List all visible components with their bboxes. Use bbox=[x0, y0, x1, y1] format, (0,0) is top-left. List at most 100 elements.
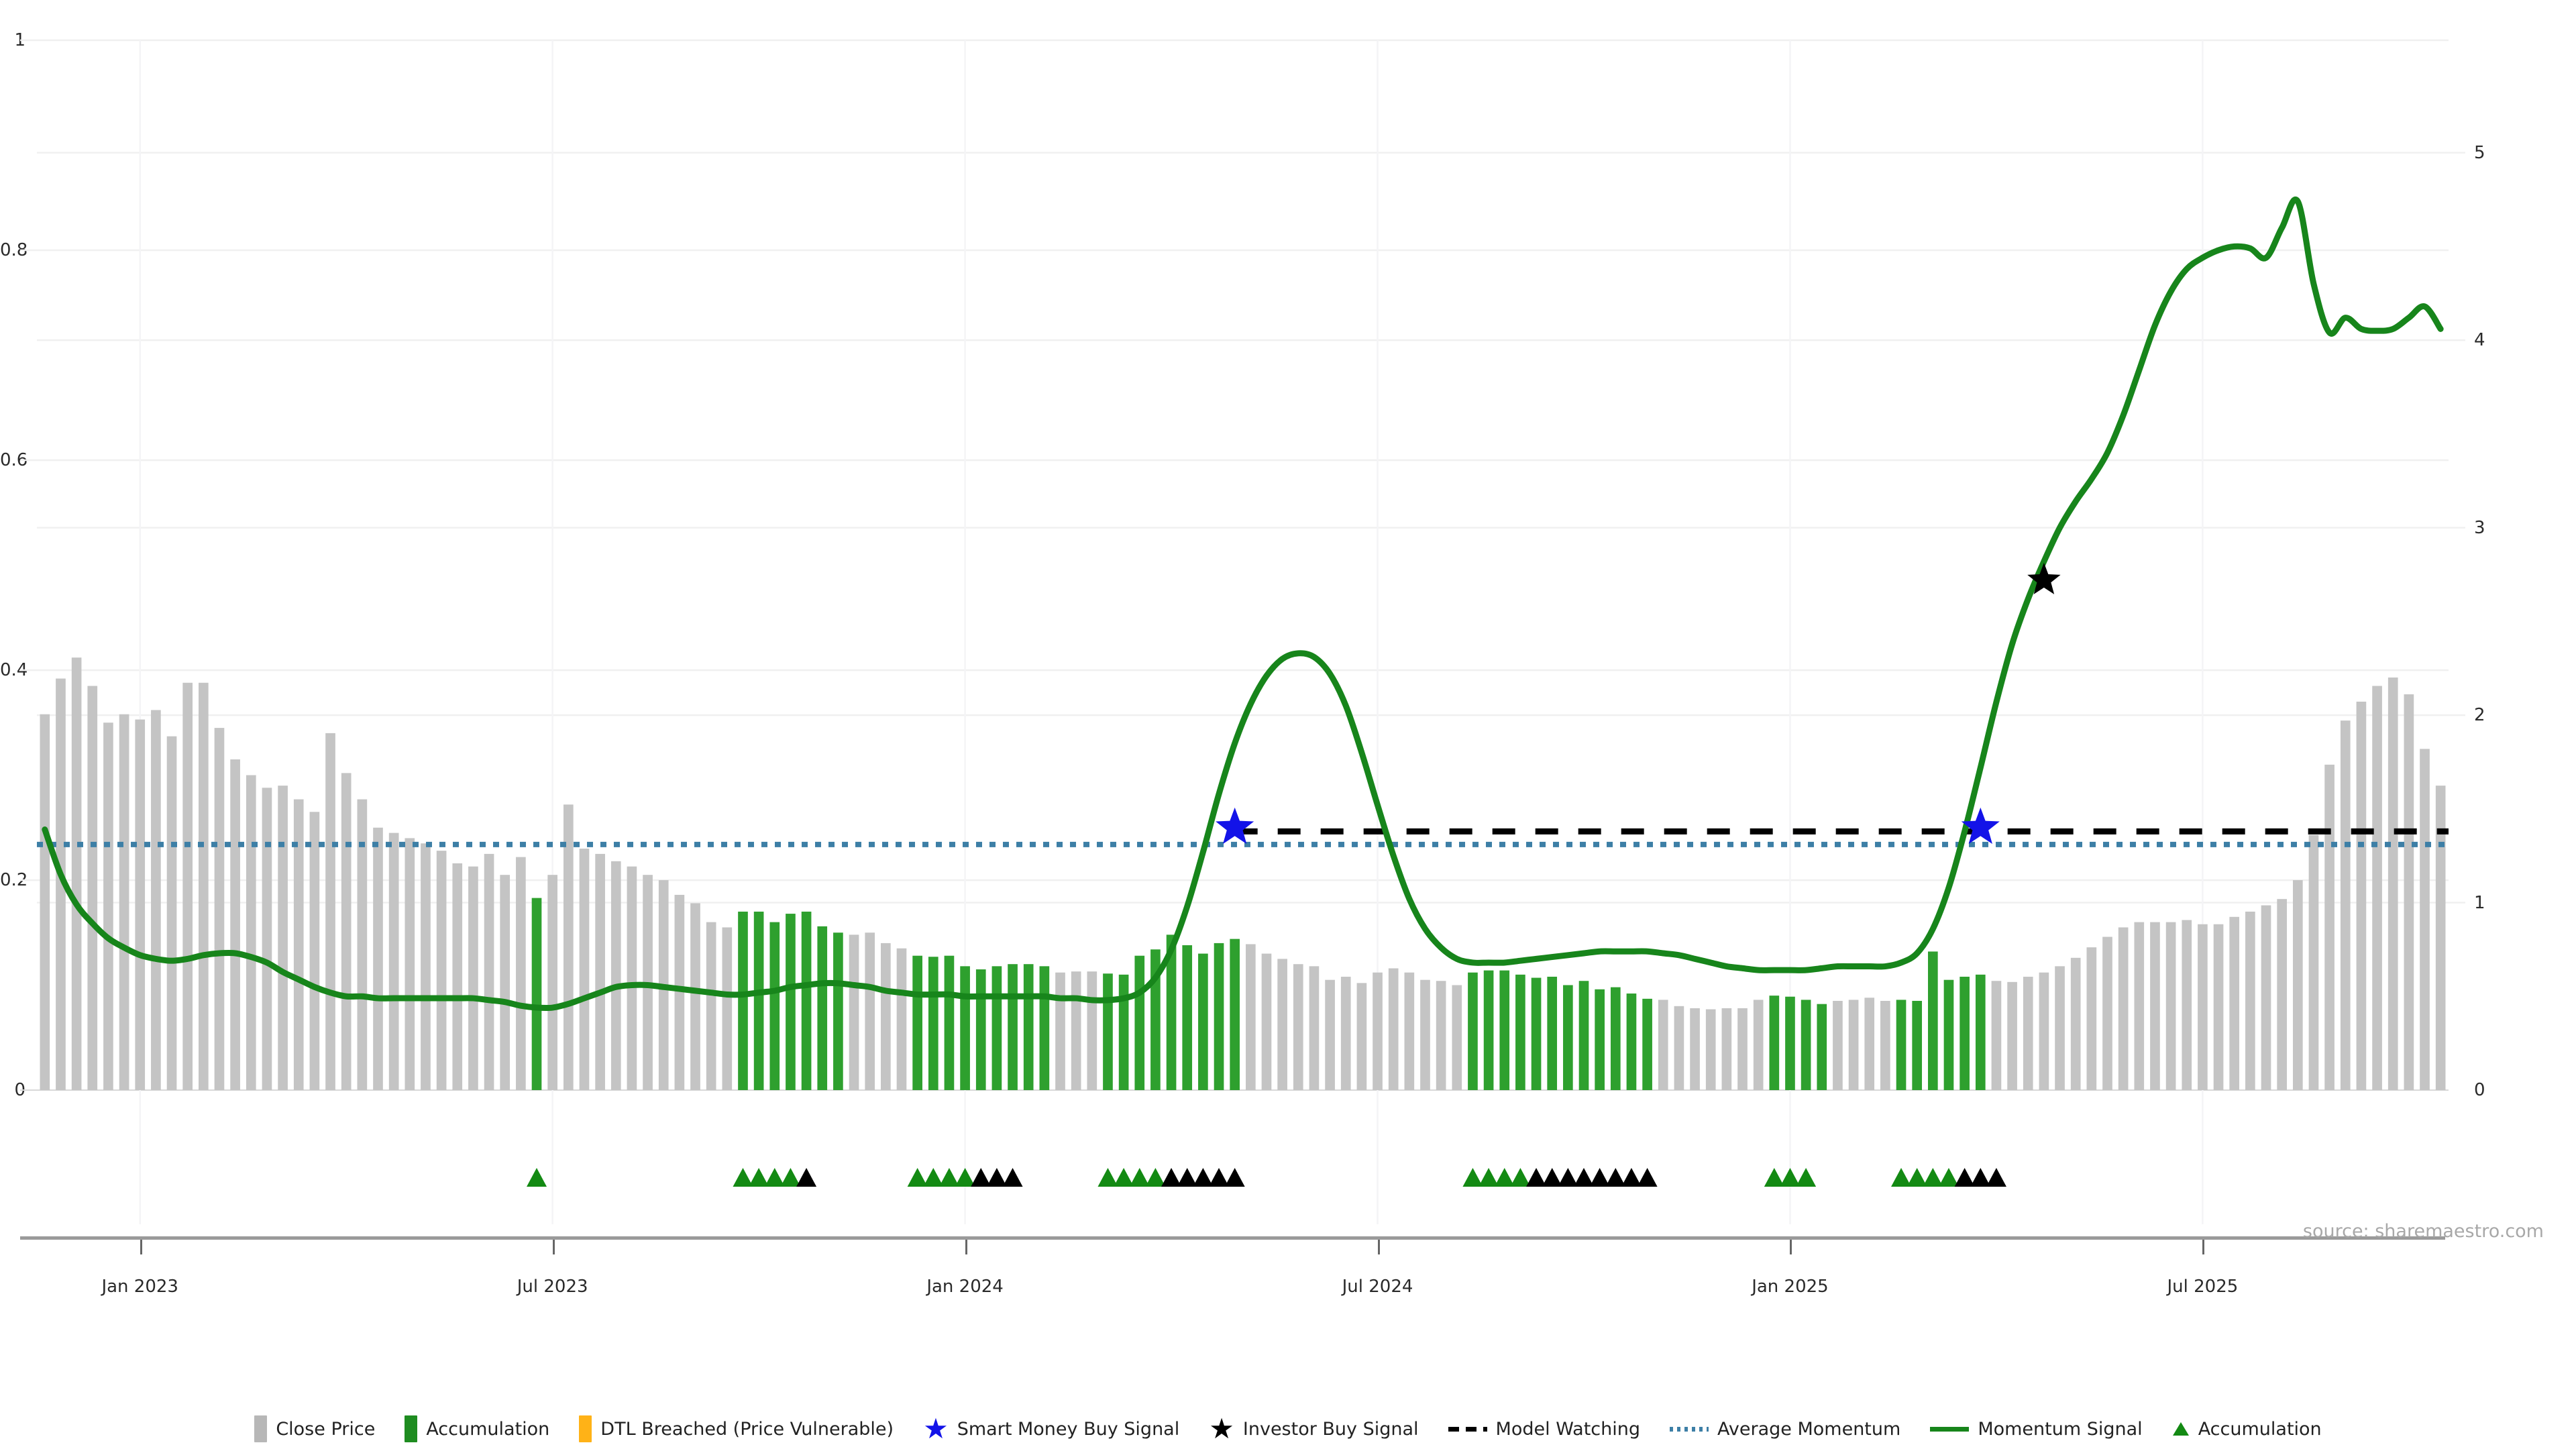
accumulation-bar bbox=[1975, 974, 1986, 1090]
close-price-bar bbox=[484, 853, 494, 1090]
close-price-bar bbox=[1055, 972, 1065, 1090]
accumulation-bar bbox=[1230, 938, 1240, 1090]
legend-model-watching[interactable]: Model Watching bbox=[1448, 1419, 1640, 1440]
x-axis-tick-label: Jul 2023 bbox=[517, 1277, 588, 1297]
accumulation-bar bbox=[912, 955, 922, 1090]
legend-close-price[interactable]: Close Price bbox=[254, 1415, 375, 1442]
accumulation-bar bbox=[1912, 1000, 1923, 1090]
legend-item-label: Accumulation bbox=[2198, 1418, 2322, 1440]
accumulation-bar bbox=[991, 966, 1002, 1090]
accumulation-bar bbox=[1515, 974, 1525, 1090]
accumulation-triangle-green bbox=[1796, 1168, 1817, 1187]
close-price-bar bbox=[2198, 924, 2208, 1090]
accumulation-bar bbox=[1182, 945, 1193, 1090]
accumulation-triangle-black bbox=[1986, 1168, 2006, 1187]
close-price-bar bbox=[246, 775, 256, 1090]
legend-dtl-breached[interactable]: DTL Breached (Price Vulnerable) bbox=[579, 1415, 894, 1442]
accumulation-triangle-green bbox=[749, 1168, 769, 1187]
close-price-bar bbox=[436, 851, 447, 1090]
legend-investor-buy-signal[interactable]: ★ Investor Buy Signal bbox=[1209, 1412, 1419, 1446]
close-price-bar bbox=[2387, 677, 2398, 1090]
close-price-bar bbox=[1309, 966, 1320, 1090]
x-axis-tick-label: Jul 2024 bbox=[1342, 1277, 1413, 1297]
close-price-bar bbox=[40, 714, 50, 1090]
accumulation-triangle-green bbox=[907, 1168, 928, 1187]
close-price-bar bbox=[166, 736, 177, 1090]
accumulation-triangle-green bbox=[1923, 1168, 1943, 1187]
legend-item-label: Accumulation bbox=[426, 1418, 550, 1440]
close-price-bar bbox=[1753, 1000, 1764, 1090]
accumulation-bar bbox=[1563, 985, 1573, 1090]
close-price-bar bbox=[881, 943, 891, 1090]
legend-average-momentum[interactable]: Average Momentum bbox=[1670, 1419, 1900, 1440]
accumulation-bar bbox=[928, 957, 938, 1090]
right-axis-tick-label: 5 bbox=[2474, 142, 2485, 163]
legend-smart-money-buy-signal[interactable]: ★ Smart Money Buy Signal bbox=[923, 1415, 1179, 1442]
close-price-bar bbox=[1737, 1008, 1748, 1090]
close-price-bar bbox=[1277, 959, 1287, 1090]
close-price-bar bbox=[1436, 981, 1446, 1090]
accumulation-bar bbox=[1642, 998, 1652, 1090]
x-axis-tick-mark bbox=[965, 1240, 967, 1254]
close-price-bar bbox=[516, 857, 526, 1090]
close-price-bar bbox=[2182, 920, 2192, 1090]
close-price-bar bbox=[547, 875, 557, 1090]
close-price-bar bbox=[56, 678, 66, 1090]
close-price-bar bbox=[2308, 835, 2319, 1090]
close-price-bar bbox=[1245, 944, 1256, 1090]
x-axis-tick-label: Jan 2025 bbox=[1752, 1277, 1829, 1297]
legend-accumulation-bar[interactable]: Accumulation bbox=[405, 1415, 549, 1442]
legend-item-label: Model Watching bbox=[1495, 1418, 1641, 1440]
accumulation-bar bbox=[1103, 973, 1113, 1090]
accumulation-triangle-black bbox=[986, 1168, 1007, 1187]
close-price-bar bbox=[1325, 979, 1335, 1090]
x-axis-line bbox=[20, 1236, 2445, 1240]
legend-momentum-signal[interactable]: Momentum Signal bbox=[1930, 1419, 2143, 1440]
close-price-bar bbox=[2102, 936, 2112, 1090]
close-price-bar bbox=[405, 838, 415, 1090]
accumulation-bar bbox=[769, 922, 780, 1090]
chart-legend: Close Price Accumulation DTL Breached (Pri… bbox=[0, 1415, 2576, 1442]
legend-star-icon: ★ bbox=[1209, 1412, 1234, 1446]
accumulation-triangle-green bbox=[1494, 1168, 1515, 1187]
close-price-bar bbox=[1388, 968, 1399, 1090]
close-price-bar bbox=[1293, 964, 1303, 1090]
accumulation-triangle-black bbox=[1558, 1168, 1578, 1187]
accumulation-bar bbox=[1023, 964, 1034, 1090]
close-price-bar bbox=[1721, 1008, 1732, 1090]
close-price-bar bbox=[2292, 880, 2303, 1090]
close-price-bar bbox=[1452, 985, 1462, 1090]
legend-accumulation-triangle[interactable]: Accumulation bbox=[2172, 1419, 2322, 1440]
accumulation-triangle-green bbox=[1891, 1168, 1912, 1187]
accumulation-triangle-green bbox=[1938, 1168, 1959, 1187]
x-axis-tick-label: Jan 2024 bbox=[926, 1277, 1004, 1297]
accumulation-bar bbox=[1198, 953, 1208, 1090]
accumulation-triangle-black bbox=[1526, 1168, 1547, 1187]
close-price-bar bbox=[2245, 911, 2255, 1090]
right-axis-tick-label: 2 bbox=[2474, 705, 2485, 726]
accumulation-triangle-strip bbox=[527, 1168, 2006, 1187]
close-price-bar bbox=[1071, 971, 1081, 1090]
close-price-bar bbox=[357, 799, 368, 1090]
accumulation-triangle-green bbox=[1764, 1168, 1784, 1187]
accumulation-bar bbox=[1499, 970, 1510, 1090]
accumulation-triangle-black bbox=[1542, 1168, 1562, 1187]
close-price-bar bbox=[896, 948, 907, 1090]
investor-buy-signal-star bbox=[2027, 562, 2061, 594]
close-price-bar bbox=[103, 722, 113, 1090]
accumulation-triangle-green bbox=[1510, 1168, 1531, 1187]
legend-item-label: Investor Buy Signal bbox=[1242, 1418, 1419, 1440]
accumulation-triangle-green bbox=[764, 1168, 785, 1187]
close-price-bar bbox=[690, 903, 700, 1090]
close-price-bar bbox=[674, 894, 685, 1090]
close-price-bar bbox=[627, 866, 637, 1090]
close-price-bar bbox=[421, 843, 431, 1090]
close-price-bar bbox=[71, 657, 82, 1090]
accumulation-triangle-black bbox=[1209, 1168, 1230, 1187]
close-price-bar bbox=[865, 932, 875, 1090]
close-price-bar bbox=[119, 714, 129, 1090]
smart-money-buy-signal-star bbox=[1216, 807, 1254, 845]
smart-money-buy-signal-star bbox=[1961, 807, 2000, 845]
accumulation-bar bbox=[1531, 977, 1542, 1090]
